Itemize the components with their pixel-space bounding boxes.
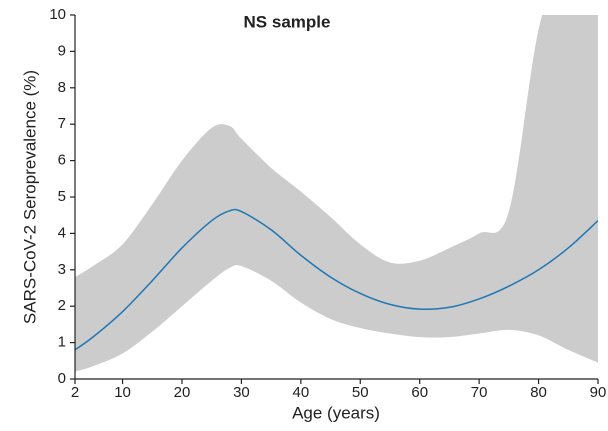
line: [75, 208, 598, 351]
x-tick-label: 80: [530, 384, 547, 401]
y-tick-label: 5: [58, 188, 66, 205]
band-layer: [75, 15, 598, 372]
x-tick-label: 20: [174, 384, 191, 401]
x-tick-label: 30: [233, 384, 250, 401]
x-tick-label: 2: [71, 384, 79, 401]
x-tick-label: 60: [411, 384, 428, 401]
line-layer: [75, 208, 598, 351]
x-tick-label: 90: [590, 384, 607, 401]
y-tick-label: 2: [58, 297, 66, 314]
x-axis-label: Age (years): [292, 403, 380, 422]
x-tick-label: 70: [471, 384, 488, 401]
y-tick-label: 0: [58, 370, 66, 387]
confidence-band: [75, 15, 598, 372]
x-tick-label: 10: [114, 384, 131, 401]
y-tick-label: 10: [49, 6, 66, 23]
chart-title: NS sample: [244, 12, 331, 31]
y-tick-label: 6: [58, 152, 66, 169]
y-tick-label: 7: [58, 115, 66, 132]
x-tick-label: 40: [292, 384, 309, 401]
y-tick-label: 8: [58, 79, 66, 96]
y-tick-label: 9: [58, 42, 66, 59]
y-tick-label: 1: [58, 334, 66, 351]
y-tick-label: 4: [58, 224, 66, 241]
y-tick-label: 3: [58, 261, 66, 278]
x-tick-label: 50: [352, 384, 369, 401]
y-axis-label: SARS-CoV-2 Seroprevalence (%): [20, 70, 39, 324]
